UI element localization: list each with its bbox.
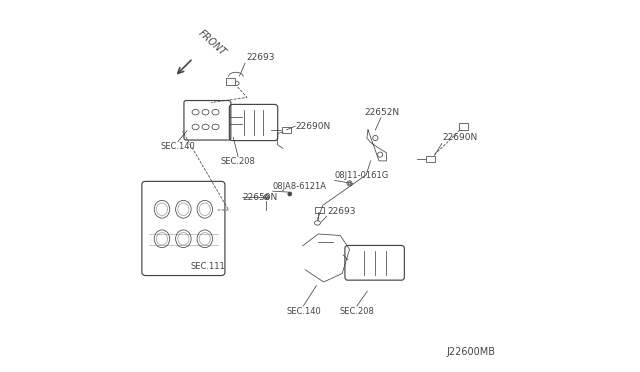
Text: SEC.140: SEC.140 (286, 307, 321, 316)
Text: SEC.140: SEC.140 (161, 142, 195, 151)
Text: 22690N: 22690N (443, 134, 478, 142)
Ellipse shape (372, 135, 378, 141)
Ellipse shape (378, 152, 383, 157)
Text: 08JA8-6121A: 08JA8-6121A (273, 182, 327, 191)
FancyBboxPatch shape (426, 156, 435, 162)
Text: 08J11-0161G: 08J11-0161G (335, 171, 389, 180)
Text: 22690N: 22690N (296, 122, 331, 131)
Text: SEC.208: SEC.208 (339, 307, 374, 316)
FancyBboxPatch shape (226, 78, 235, 85)
Text: J22600MB: J22600MB (446, 347, 495, 357)
FancyBboxPatch shape (459, 124, 468, 130)
Text: SEC.111: SEC.111 (190, 262, 225, 271)
Text: 22650N: 22650N (243, 193, 278, 202)
Text: 22652N: 22652N (364, 108, 399, 116)
Text: FRONT: FRONT (196, 28, 227, 58)
Text: 22693: 22693 (246, 53, 275, 62)
Ellipse shape (288, 192, 292, 196)
Text: SEC.208: SEC.208 (221, 157, 255, 166)
Text: 22693: 22693 (328, 206, 356, 215)
FancyBboxPatch shape (315, 207, 324, 213)
FancyBboxPatch shape (282, 127, 291, 133)
